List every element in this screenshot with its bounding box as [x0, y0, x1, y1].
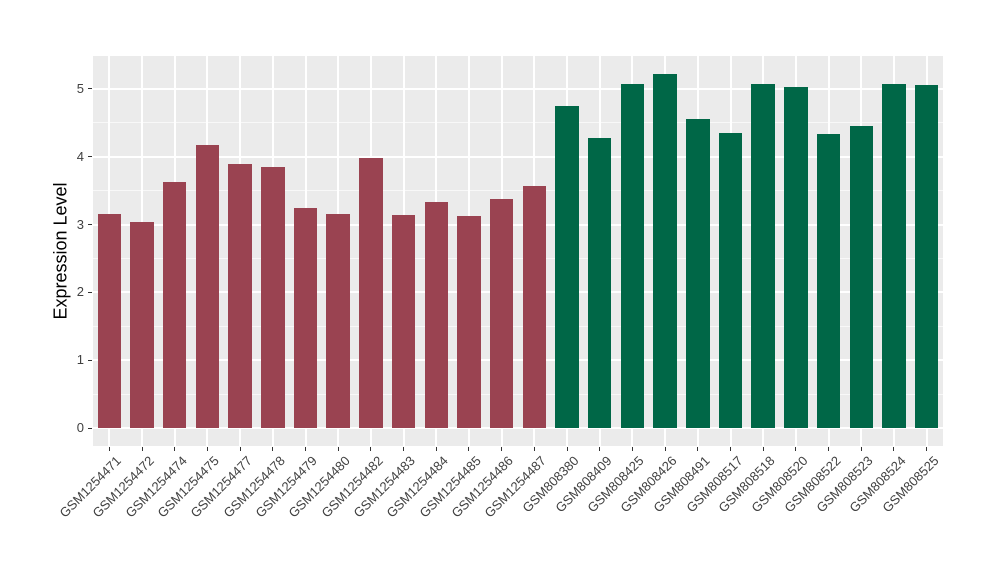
- y-tick-label: 1: [76, 352, 84, 368]
- bar: [816, 134, 841, 429]
- y-tick-label: 3: [76, 216, 84, 232]
- x-axis-tick: [174, 447, 176, 451]
- x-axis-tick: [730, 447, 731, 451]
- y-axis-tick: [88, 224, 92, 225]
- bar: [130, 222, 154, 429]
- gridline-major: [93, 291, 943, 294]
- x-axis-tick: [337, 447, 339, 451]
- x-axis-tick: [239, 447, 241, 451]
- bar: [751, 83, 775, 429]
- x-axis-tick: [305, 447, 306, 451]
- x-axis-tick: [762, 447, 764, 451]
- x-axis-tick: [664, 447, 666, 451]
- bar: [489, 199, 514, 429]
- bar: [195, 145, 220, 429]
- y-axis-tick: [88, 156, 92, 158]
- gridline-major: [93, 427, 943, 430]
- y-axis-tick: [88, 88, 92, 90]
- gridline-minor: [93, 393, 943, 395]
- bar: [653, 74, 677, 429]
- gridline-minor: [93, 122, 943, 124]
- x-axis-tick: [206, 447, 208, 451]
- x-axis-tick: [141, 447, 143, 451]
- y-tick-label: 4: [76, 148, 84, 164]
- bar: [293, 208, 318, 429]
- x-axis-tick: [828, 447, 830, 451]
- x-axis-tick: [926, 447, 928, 451]
- gridline-minor: [93, 325, 943, 327]
- y-axis-tick: [88, 359, 92, 361]
- bar: [162, 182, 187, 429]
- bar: [326, 214, 350, 429]
- x-axis-tick: [108, 447, 110, 451]
- bar: [784, 87, 808, 429]
- x-axis-tick: [403, 447, 405, 451]
- x-axis-tick: [370, 447, 372, 451]
- y-tick-label: 0: [76, 420, 84, 436]
- bar: [718, 132, 743, 429]
- x-axis-tick: [795, 447, 797, 451]
- gridline-major: [93, 359, 943, 362]
- x-axis-tick: [631, 447, 633, 451]
- bar: [587, 137, 612, 429]
- gridline-minor: [93, 190, 943, 192]
- x-axis-tick: [501, 447, 503, 451]
- bar: [686, 118, 710, 429]
- x-axis-tick: [468, 447, 470, 451]
- bar: [424, 202, 449, 429]
- y-tick-label: 2: [76, 284, 84, 300]
- bar: [555, 105, 579, 429]
- chart-panel: [93, 56, 943, 446]
- bar: [882, 83, 906, 429]
- bar: [359, 157, 383, 429]
- bar: [849, 125, 874, 429]
- x-axis-tick: [893, 447, 895, 451]
- x-axis-tick: [860, 447, 862, 451]
- x-axis-tick: [533, 447, 535, 451]
- gridline-minor: [93, 257, 943, 259]
- x-axis-tick: [697, 447, 699, 451]
- bar: [391, 214, 416, 429]
- bar: [457, 216, 481, 429]
- gridline-major: [93, 87, 943, 90]
- y-tick-label: 5: [76, 80, 84, 96]
- bar: [97, 214, 122, 429]
- bar: [522, 185, 547, 429]
- y-axis-tick: [88, 427, 92, 429]
- gridline-major: [93, 155, 943, 158]
- bar: [261, 167, 285, 429]
- y-axis-title: Expression Level: [50, 182, 71, 320]
- x-axis-tick: [272, 447, 274, 451]
- x-axis-tick: [566, 447, 568, 451]
- y-axis-tick: [88, 291, 92, 293]
- gridline-major: [93, 223, 943, 226]
- x-axis-tick: [599, 447, 601, 451]
- bar: [914, 84, 939, 429]
- bar: [620, 83, 645, 429]
- x-axis-tick: [435, 447, 437, 451]
- bar: [228, 164, 252, 429]
